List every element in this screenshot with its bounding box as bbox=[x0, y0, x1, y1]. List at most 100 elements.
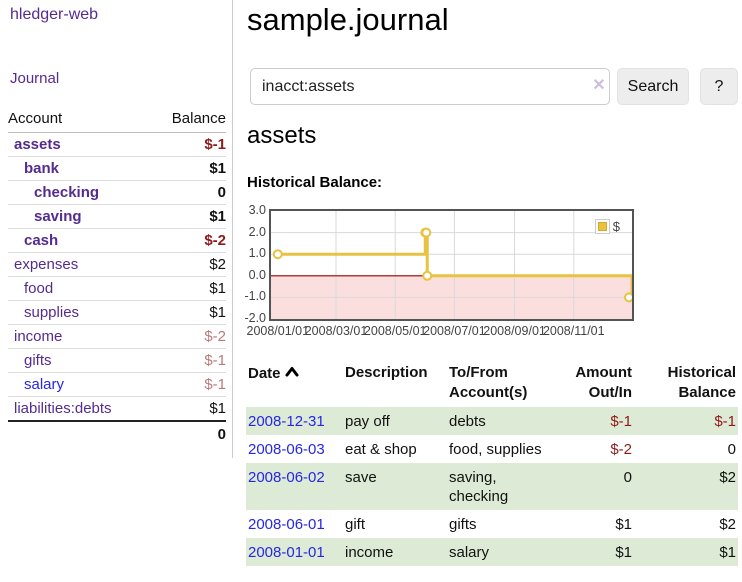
account-link-income[interactable]: income bbox=[14, 328, 63, 345]
account-row-gifts: gifts $-1 bbox=[8, 348, 226, 373]
transaction-accounts: saving, checking bbox=[449, 469, 509, 505]
register-row: 2008-12-31 pay off debts $-1 $-1 bbox=[246, 407, 738, 435]
help-button[interactable]: ? bbox=[700, 68, 738, 105]
legend-label: $ bbox=[612, 218, 620, 234]
register-header-amount: Amount Out/In bbox=[575, 364, 632, 401]
account-link-saving[interactable]: saving bbox=[34, 208, 82, 225]
transaction-description: save bbox=[345, 469, 377, 486]
transaction-amount: $1 bbox=[615, 544, 632, 561]
transaction-balance: $1 bbox=[719, 544, 736, 561]
account-row-salary: salary $-1 bbox=[8, 372, 226, 397]
accounts-total-row: 0 bbox=[8, 420, 226, 447]
transaction-balance: 0 bbox=[727, 441, 736, 458]
chart-legend: $ bbox=[594, 217, 620, 235]
transaction-description: pay off bbox=[345, 413, 390, 430]
search-input[interactable] bbox=[250, 68, 610, 105]
register-header-description: Description bbox=[345, 364, 428, 381]
account-balance: $-1 bbox=[151, 132, 226, 157]
transaction-accounts: salary bbox=[449, 544, 490, 561]
account-row-assets: assets $-1 bbox=[8, 132, 226, 157]
account-balance: $-1 bbox=[151, 348, 226, 373]
historical-balance-chart: $ 3.0 2.0 1.0 0.0 -1.0 -2.0 2008/01/01 2008/03… bbox=[240, 203, 642, 345]
transaction-amount: $-1 bbox=[610, 413, 632, 430]
account-balance: $-2 bbox=[151, 324, 226, 349]
clear-search-icon[interactable]: ✕ bbox=[592, 77, 606, 94]
transaction-description: eat & shop bbox=[345, 441, 417, 458]
sidebar-divider bbox=[232, 0, 233, 458]
account-row-supplies: supplies $1 bbox=[8, 300, 226, 325]
accounts-header-balance: Balance bbox=[151, 106, 226, 133]
register-row: 2008-01-01 income salary $1 $1 bbox=[246, 538, 738, 566]
sort-ascending-icon bbox=[285, 363, 299, 383]
accounts-header-account: Account bbox=[8, 106, 152, 133]
account-link-bank[interactable]: bank bbox=[24, 160, 60, 177]
account-row-bank: bank $1 bbox=[8, 156, 226, 181]
account-link-cash[interactable]: cash bbox=[24, 232, 59, 249]
transaction-description: income bbox=[345, 544, 394, 561]
account-balance: $1 bbox=[151, 204, 226, 229]
account-row-cash: cash $-2 bbox=[8, 228, 226, 253]
account-link-expenses[interactable]: expenses bbox=[14, 256, 79, 273]
transaction-date-link[interactable]: 2008-01-01 bbox=[248, 544, 325, 561]
account-row-expenses: expenses $2 bbox=[8, 252, 226, 277]
transaction-date-link[interactable]: 2008-06-01 bbox=[248, 516, 325, 533]
chart-canvas bbox=[271, 211, 632, 319]
y-axis-tick-label: -2.0 bbox=[244, 311, 266, 325]
account-link-salary[interactable]: salary bbox=[24, 376, 65, 393]
transaction-amount: 0 bbox=[623, 469, 632, 486]
register-row: 2008-06-03 eat & shop food, supplies $-2… bbox=[246, 435, 738, 463]
account-link-supplies[interactable]: supplies bbox=[24, 304, 80, 321]
account-link-assets[interactable]: assets bbox=[14, 136, 61, 153]
transaction-balance: $2 bbox=[719, 516, 736, 533]
account-row-food: food $1 bbox=[8, 276, 226, 301]
y-axis-tick-label: 3.0 bbox=[248, 203, 266, 217]
register-table: Date Description To/From Account(s) Amou… bbox=[246, 358, 738, 566]
account-balance: $1 bbox=[151, 396, 226, 422]
account-row-checking: checking 0 bbox=[8, 180, 226, 205]
register-header-balance: Historical Balance bbox=[667, 364, 736, 401]
legend-swatch-icon bbox=[594, 218, 610, 234]
x-axis-tick-label: 2008/05/01 bbox=[363, 324, 427, 338]
transaction-date-link[interactable]: 2008-12-31 bbox=[248, 413, 325, 430]
register-row: 2008-06-01 gift gifts $1 $2 bbox=[246, 510, 738, 538]
transaction-amount: $-2 bbox=[610, 441, 632, 458]
register-row: 2008-06-02 save saving, checking 0 $2 bbox=[246, 463, 738, 510]
transaction-balance: $-1 bbox=[714, 413, 736, 430]
account-link-checking[interactable]: checking bbox=[34, 184, 100, 201]
account-link-liabilities-debts[interactable]: liabilities:debts bbox=[14, 400, 112, 417]
y-axis-tick-label: -1.0 bbox=[244, 289, 266, 304]
account-balance: $1 bbox=[151, 300, 226, 325]
account-link-gifts[interactable]: gifts bbox=[24, 352, 52, 369]
x-axis-tick-label: 2008/11/01 bbox=[542, 324, 605, 338]
x-axis-tick-label: 2008/03/01 bbox=[304, 324, 368, 338]
nav-journal-link[interactable]: Journal bbox=[10, 70, 60, 87]
transaction-date-link[interactable]: 2008-06-02 bbox=[248, 469, 325, 486]
x-axis-tick-label: 2008/01/01 bbox=[246, 324, 310, 338]
chart-plot-area: $ bbox=[269, 209, 634, 321]
account-row-saving: saving $1 bbox=[8, 204, 226, 229]
account-balance: $-2 bbox=[151, 228, 226, 253]
transaction-accounts: food, supplies bbox=[449, 441, 542, 458]
y-axis-tick-label: 0.0 bbox=[248, 267, 266, 282]
register-header-accounts: To/From Account(s) bbox=[449, 364, 528, 401]
x-axis-tick-label: 2008/07/01 bbox=[423, 324, 486, 338]
account-balance: $2 bbox=[151, 252, 226, 277]
accounts-table: Account Balance assets $-1 bank $1 check… bbox=[8, 106, 226, 447]
accounts-total-value: 0 bbox=[151, 420, 226, 447]
search-button[interactable]: Search bbox=[617, 68, 689, 105]
account-row-income: income $-2 bbox=[8, 324, 226, 349]
x-axis-tick-label: 2008/09/01 bbox=[483, 324, 546, 338]
transaction-description: gift bbox=[345, 516, 366, 533]
transaction-accounts: gifts bbox=[449, 516, 477, 533]
transaction-balance: $2 bbox=[719, 469, 736, 486]
y-axis-tick-label: 1.0 bbox=[248, 246, 266, 261]
chart-heading: Historical Balance: bbox=[247, 174, 383, 191]
app-brand-link[interactable]: hledger-web bbox=[10, 6, 99, 23]
transaction-amount: $1 bbox=[615, 516, 632, 533]
account-row-liabilities-debts: liabilities:debts $1 bbox=[8, 396, 226, 422]
transaction-date-link[interactable]: 2008-06-03 bbox=[248, 441, 325, 458]
account-link-food[interactable]: food bbox=[24, 280, 54, 297]
y-axis-tick-label: 2.0 bbox=[248, 224, 266, 239]
transaction-accounts: debts bbox=[449, 413, 486, 430]
register-header-date[interactable]: Date bbox=[246, 358, 343, 407]
